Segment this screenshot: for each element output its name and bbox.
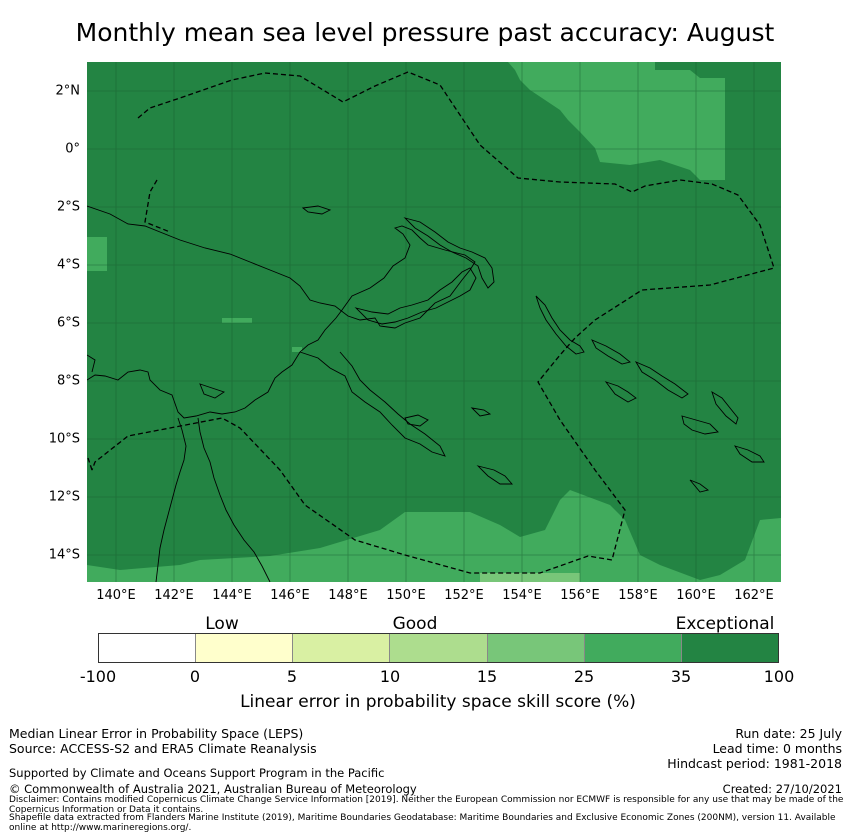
colorbar-segment xyxy=(584,634,682,662)
colorbar-bound-label: 35 xyxy=(670,667,692,686)
colorbar-bound-label: -100 xyxy=(79,667,117,686)
eez-boundary xyxy=(87,71,775,574)
papuan-peninsula-coast xyxy=(299,351,446,457)
guadalcanal-coast xyxy=(681,415,719,435)
footer-method: Median Linear Error in Probability Space… xyxy=(9,726,304,741)
western-coast xyxy=(87,354,96,373)
very-good-patch-west xyxy=(87,237,107,271)
footer-created: Created: 27/10/2021 xyxy=(722,782,842,796)
colorbar-segment xyxy=(681,634,778,662)
x-tick-label: 160°E xyxy=(676,588,716,603)
colorbar-category-low: Low xyxy=(205,614,239,634)
torres-strait-islands xyxy=(199,383,226,399)
footer-support: Supported by Climate and Oceans Support … xyxy=(9,766,385,780)
makira-coast xyxy=(733,445,765,463)
colorbar-bound-label: 25 xyxy=(573,667,595,686)
cape-york-coast xyxy=(155,417,187,582)
very-good-patch-small xyxy=(292,347,302,352)
footer-source: Source: ACCESS-S2 and ERA5 Climate Reana… xyxy=(9,741,317,756)
colorbar-segment xyxy=(196,634,294,662)
y-tick-label: 6°S xyxy=(56,315,80,331)
x-tick-label: 144°E xyxy=(212,588,252,603)
colorbar-category-good: Good xyxy=(392,614,438,634)
y-tick-label: 14°S xyxy=(48,547,80,563)
y-tick-label: 10°S xyxy=(48,431,80,447)
woodlark-coast xyxy=(470,407,492,417)
x-tick-label: 162°E xyxy=(734,588,774,603)
x-tick-label: 154°E xyxy=(502,588,542,603)
x-tick-label: 140°E xyxy=(96,588,136,603)
colorbar-segment xyxy=(390,634,488,662)
x-tick-label: 148°E xyxy=(328,588,368,603)
y-tick-label: 12°S xyxy=(48,489,80,505)
coastlines xyxy=(87,205,765,582)
bougainville-coast xyxy=(535,295,585,355)
dentrecasteaux-coast xyxy=(404,414,429,427)
manus-coast xyxy=(301,205,332,215)
very-good-patch xyxy=(222,318,252,323)
y-tick-label: 8°S xyxy=(56,373,80,389)
colorbar-bound-label: 15 xyxy=(476,667,498,686)
isabel-coast xyxy=(634,361,689,399)
very-good-region-northeast xyxy=(508,62,725,180)
rennell-coast xyxy=(689,479,710,493)
map-title: Monthly mean sea level pressure past acc… xyxy=(75,18,775,47)
x-tick-label: 150°E xyxy=(386,588,426,603)
colorbar-segment xyxy=(487,634,585,662)
footer-lead-time: Lead time: 0 months xyxy=(712,741,842,756)
colorbar-title: Linear error in probability space skill … xyxy=(240,692,636,712)
colorbar-bound-label: 10 xyxy=(379,667,401,686)
y-tick-label: 2°S xyxy=(56,199,80,215)
new-guinea-coast xyxy=(87,205,476,419)
y-tick-label: 0° xyxy=(65,141,80,157)
new-britain-coast xyxy=(354,267,477,325)
footer-run-date: Run date: 25 July xyxy=(735,726,842,741)
footer-shapefile: Shapefile data extracted from Flanders M… xyxy=(9,813,836,833)
y-tick-label: 2°N xyxy=(55,83,81,99)
colorbar-segment xyxy=(99,634,197,662)
graticule xyxy=(87,62,781,582)
colorbar-category-exceptional: Exceptional xyxy=(675,614,775,634)
new-ireland-coast xyxy=(403,217,495,289)
x-tick-label: 156°E xyxy=(560,588,600,603)
x-tick-label: 158°E xyxy=(618,588,658,603)
footer-disclaimer: Disclaimer: Contains modified Copernicus… xyxy=(9,795,844,815)
y-tick-label: 4°S xyxy=(56,257,80,273)
colorbar xyxy=(98,633,779,663)
footer-hindcast: Hindcast period: 1981-2018 xyxy=(667,756,842,771)
louisiade-coast xyxy=(476,465,513,485)
colorbar-segment xyxy=(293,634,391,662)
malaita-coast xyxy=(711,390,739,425)
colorbar-bound-label: 0 xyxy=(189,667,201,686)
x-tick-label: 146°E xyxy=(270,588,310,603)
skill-map xyxy=(87,62,781,582)
x-tick-label: 152°E xyxy=(444,588,484,603)
footer-copyright: © Commonwealth of Australia 2021, Austra… xyxy=(9,782,417,796)
colorbar-bound-label: 5 xyxy=(286,667,298,686)
good-region-south xyxy=(480,573,580,582)
colorbar-bound-label: 100 xyxy=(763,667,795,686)
choiseul-coast xyxy=(591,339,631,365)
new-georgia-coast xyxy=(604,381,637,403)
x-tick-label: 142°E xyxy=(154,588,194,603)
cape-york-east-coast xyxy=(197,417,271,582)
